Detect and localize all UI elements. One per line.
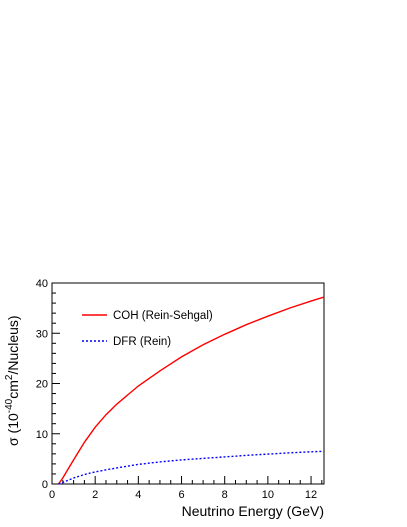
y-tick-label: 40 — [36, 278, 48, 290]
x-axis-title: Neutrino Energy (GeV) — [182, 503, 324, 519]
y-axis-title-unit: cm — [5, 380, 21, 399]
legend-label-coh: COH (Rein-Sehgal) — [113, 310, 213, 322]
x-tick-label: 10 — [262, 489, 274, 501]
y-axis-title-exponent-1: -40 — [4, 398, 15, 413]
x-tick-label: 4 — [135, 489, 141, 501]
legend-label-dfr: DFR (Rein) — [113, 336, 171, 348]
series-line-dfr — [58, 450, 325, 485]
y-axis-ticks: 0 10 20 30 40 — [36, 278, 60, 491]
y-tick-label: 30 — [36, 328, 48, 340]
y-axis-title-exponent-2: 2 — [4, 374, 15, 380]
y-axis-title-suffix: /Nucleus) — [5, 315, 21, 374]
y-axis-title-prefix: σ (10 — [5, 413, 21, 446]
x-tick-label: 2 — [92, 489, 98, 501]
x-tick-label: 6 — [178, 489, 184, 501]
series-line-coh — [57, 296, 325, 485]
legend: COH (Rein-Sehgal) DFR (Rein) — [82, 310, 213, 348]
x-axis-ticks: 0 2 4 6 8 10 12 — [49, 476, 323, 501]
y-tick-label: 20 — [36, 379, 48, 391]
x-tick-label: 8 — [222, 489, 228, 501]
y-axis-title: σ (10-40cm2/Nucleus) — [4, 315, 21, 446]
series-group — [57, 296, 325, 485]
x-tick-label: 12 — [305, 489, 317, 501]
y-tick-label: 0 — [42, 479, 48, 491]
x-tick-label: 0 — [49, 489, 55, 501]
y-tick-label: 10 — [36, 429, 48, 441]
